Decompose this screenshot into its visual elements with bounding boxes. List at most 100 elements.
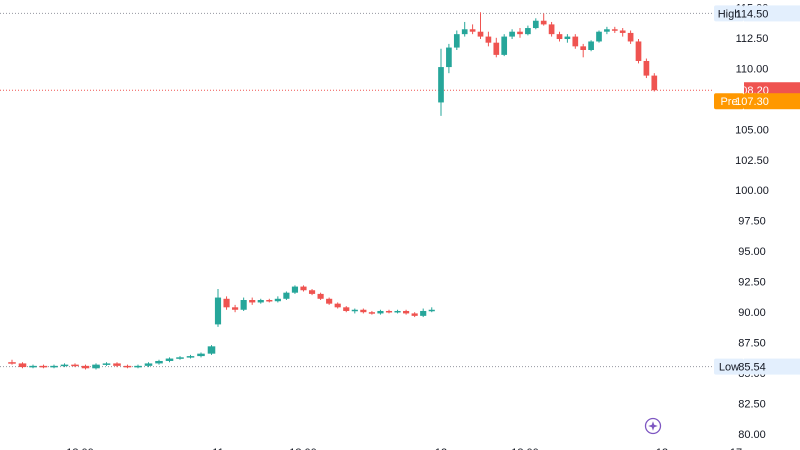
- candle[interactable]: [176, 356, 184, 360]
- candle[interactable]: [556, 31, 563, 42]
- candle[interactable]: [50, 364, 58, 369]
- candle[interactable]: [438, 48, 444, 116]
- candle[interactable]: [8, 359, 16, 365]
- candle[interactable]: [134, 364, 142, 369]
- candle[interactable]: [92, 363, 100, 370]
- candle[interactable]: [368, 310, 375, 315]
- y-tick-label: 82.50: [738, 399, 766, 411]
- candle[interactable]: [240, 297, 247, 311]
- candle[interactable]: [343, 306, 350, 313]
- candle-body: [651, 75, 658, 91]
- candle[interactable]: [611, 26, 618, 33]
- candle[interactable]: [283, 291, 290, 300]
- candle[interactable]: [308, 289, 316, 296]
- pre-badge-label-box: [714, 93, 744, 110]
- candle[interactable]: [102, 362, 111, 366]
- low-badge-value: 85.54: [738, 362, 766, 374]
- candle[interactable]: [548, 21, 555, 37]
- candle-body: [517, 31, 523, 35]
- candle[interactable]: [300, 285, 307, 292]
- candle[interactable]: [123, 364, 132, 369]
- candle[interactable]: [485, 31, 492, 47]
- candle[interactable]: [453, 30, 460, 50]
- candle[interactable]: [81, 364, 90, 370]
- candle[interactable]: [580, 43, 587, 58]
- candle[interactable]: [197, 352, 205, 358]
- candle[interactable]: [214, 289, 222, 327]
- candle-body: [81, 365, 90, 369]
- candle[interactable]: [317, 292, 324, 300]
- candle[interactable]: [509, 29, 515, 40]
- candle[interactable]: [420, 308, 427, 318]
- candle-body: [619, 30, 626, 33]
- candle[interactable]: [643, 58, 650, 79]
- candle-body: [394, 310, 401, 313]
- candle[interactable]: [493, 37, 500, 58]
- candle-body: [643, 60, 650, 76]
- candle[interactable]: [394, 309, 401, 314]
- candle-body: [92, 364, 100, 369]
- candle-body: [377, 310, 384, 314]
- candle[interactable]: [377, 309, 384, 315]
- candle[interactable]: [572, 34, 579, 49]
- candle[interactable]: [257, 298, 264, 304]
- candle[interactable]: [428, 307, 435, 313]
- candle-body: [155, 360, 163, 364]
- candle[interactable]: [588, 40, 594, 52]
- candle[interactable]: [18, 362, 27, 369]
- candle[interactable]: [385, 309, 393, 314]
- candle[interactable]: [403, 309, 410, 315]
- candle[interactable]: [326, 297, 333, 305]
- candle[interactable]: [291, 285, 299, 294]
- candle[interactable]: [635, 39, 642, 64]
- pre-badge-value: 107.30: [735, 96, 769, 108]
- candle[interactable]: [207, 345, 216, 355]
- candle[interactable]: [501, 34, 508, 57]
- candle[interactable]: [39, 364, 48, 369]
- candle[interactable]: [564, 34, 571, 43]
- candle[interactable]: [525, 25, 531, 36]
- candle[interactable]: [29, 364, 37, 369]
- candle[interactable]: [619, 28, 626, 37]
- candle-body: [18, 363, 27, 368]
- candle-body: [186, 356, 195, 358]
- candle[interactable]: [186, 354, 195, 359]
- sparkle-icon[interactable]: [644, 417, 662, 435]
- candle-body: [240, 300, 247, 310]
- candle[interactable]: [223, 296, 230, 310]
- candle[interactable]: [604, 26, 610, 35]
- high-badge-value: 114.50: [736, 8, 769, 20]
- candle[interactable]: [411, 312, 418, 318]
- candle[interactable]: [113, 362, 121, 368]
- candle[interactable]: [461, 21, 468, 37]
- candle[interactable]: [266, 298, 273, 303]
- candle[interactable]: [469, 24, 476, 35]
- candle[interactable]: [477, 12, 484, 40]
- candle-body: [509, 31, 515, 37]
- candle[interactable]: [155, 359, 163, 365]
- candle[interactable]: [144, 362, 153, 368]
- candle[interactable]: [540, 13, 547, 26]
- candle[interactable]: [596, 30, 602, 43]
- candle[interactable]: [249, 297, 256, 305]
- candle[interactable]: [165, 357, 174, 363]
- candle[interactable]: [446, 43, 452, 74]
- candle[interactable]: [232, 304, 239, 313]
- candle-body: [438, 67, 444, 103]
- candle[interactable]: [71, 363, 79, 368]
- candle[interactable]: [334, 302, 341, 309]
- candle[interactable]: [274, 296, 281, 303]
- x-tick-label: 12: [435, 447, 447, 450]
- candle[interactable]: [60, 363, 69, 368]
- candle-body: [548, 24, 555, 35]
- candle-body: [39, 365, 48, 368]
- candle[interactable]: [351, 308, 358, 314]
- candle[interactable]: [532, 18, 539, 30]
- candle[interactable]: [627, 30, 634, 44]
- candle[interactable]: [360, 308, 367, 314]
- candle[interactable]: [651, 73, 658, 92]
- candle-body: [317, 293, 324, 299]
- candle[interactable]: [517, 28, 523, 38]
